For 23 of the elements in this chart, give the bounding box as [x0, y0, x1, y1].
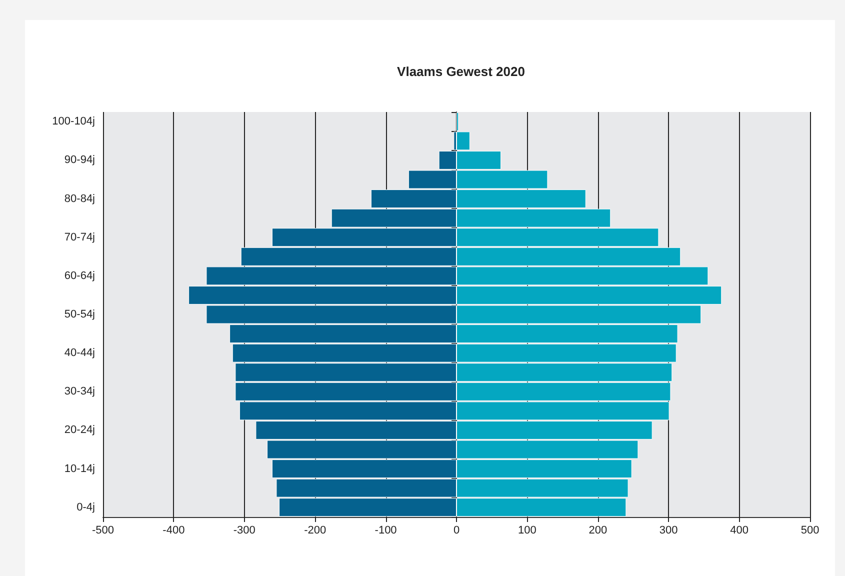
y-tick-label: 10-14j: [64, 462, 95, 475]
y-tick-label: 50-54j: [64, 308, 95, 320]
chart-title: Vlaams Gewest 2020: [397, 64, 525, 79]
x-tick-label: -500: [92, 524, 114, 536]
x-tick-label: -300: [233, 524, 256, 536]
y-tick-label: 70-74j: [64, 231, 95, 244]
y-tick-label: 80-84j: [64, 192, 95, 205]
x-tick-label: 100: [518, 524, 536, 536]
x-tick-label: 0: [453, 524, 460, 536]
x-tick-label: 200: [588, 524, 608, 536]
x-tick-label: -100: [374, 524, 397, 536]
y-tick-label: 30-34j: [64, 386, 95, 398]
y-tick-label: 0-4j: [76, 501, 95, 514]
x-tick-label: -200: [304, 524, 326, 536]
x-tick-label: 500: [800, 524, 820, 536]
y-tick-label: 20-24j: [64, 424, 95, 436]
x-tick-label: -400: [162, 524, 185, 536]
y-tick-label: 40-44j: [64, 347, 95, 360]
x-tick-label: 300: [659, 524, 678, 536]
y-tick-label: 90-94j: [64, 154, 95, 166]
y-tick-label: 60-64j: [64, 270, 95, 282]
y-tick-label: 100-104j: [52, 116, 95, 128]
x-tick-label: 400: [730, 524, 748, 536]
